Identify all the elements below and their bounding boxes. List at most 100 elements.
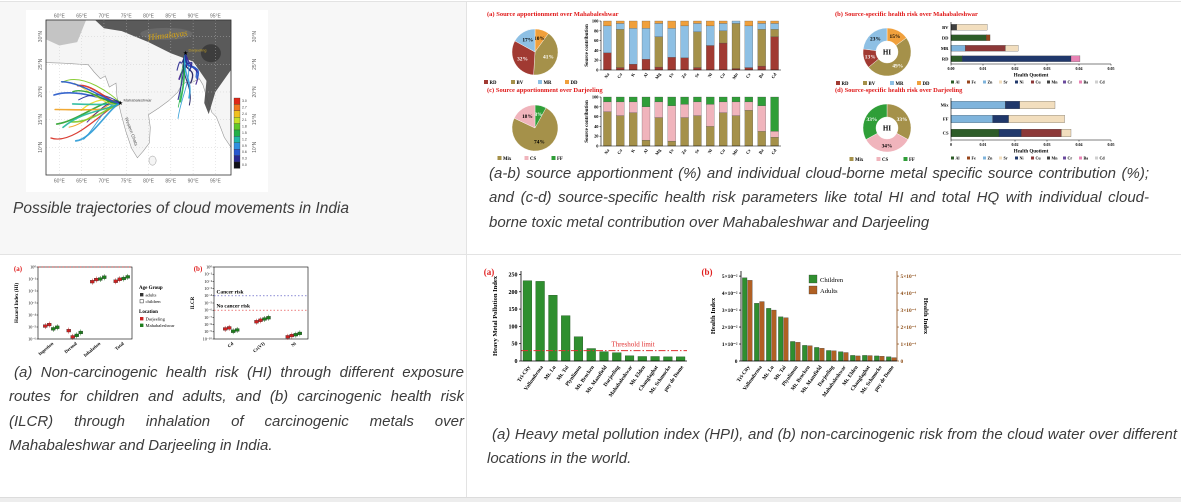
bar-segment <box>770 131 779 138</box>
x-tick-label: 0.03 <box>1044 66 1051 71</box>
legend-label: Zn <box>988 79 994 84</box>
table-top-border <box>0 1 1181 2</box>
colorbar-segment <box>233 149 241 156</box>
legend-label: FF <box>909 158 915 162</box>
data-point <box>51 327 56 331</box>
y-tick-label-right: 1×10⁻⁴ <box>901 342 917 348</box>
himalaya-terrain <box>95 20 231 115</box>
bar-segment <box>950 34 987 41</box>
legend-swatch <box>1047 80 1050 84</box>
bar-segment <box>629 20 638 29</box>
bar-segment <box>616 96 625 103</box>
lat-tick-label: 15°N <box>252 114 258 126</box>
x-tick-label: Cu <box>719 72 726 80</box>
bar-segment <box>616 115 625 147</box>
bar <box>573 336 584 362</box>
y-tick-label: 4×10⁻² <box>722 291 738 297</box>
bar-segment <box>629 28 638 65</box>
bar-segment <box>950 55 963 62</box>
bar-segment <box>616 101 625 116</box>
legend-swatch <box>140 293 144 297</box>
x-tick-label: 0.05 <box>1108 66 1115 71</box>
figure-cell-hpi: (a) 0 50 100 150 200 250 Heavy Metal Pollution … <box>467 255 1181 497</box>
donut-center-label: HI <box>883 124 891 132</box>
bar-segment <box>950 129 1000 137</box>
legend-label: BV <box>517 81 524 86</box>
bar-segment <box>654 101 663 118</box>
x-tick-label: Fe <box>668 72 675 79</box>
legend-swatch <box>876 157 881 161</box>
bar-segment <box>693 20 702 24</box>
x-tick-label: Ba <box>758 147 765 155</box>
pie-label: 10% <box>534 36 545 42</box>
legend-swatch <box>551 156 556 160</box>
annotation: Cancer risk <box>217 289 244 295</box>
legend-label: Adults <box>820 288 838 295</box>
pie-slice <box>862 103 888 140</box>
colorbar-segment <box>233 97 241 105</box>
colorbar-segment <box>233 142 241 150</box>
y-tick-label: 10⁻⁸ <box>204 322 212 327</box>
y-tick-label: 10⁻¹ <box>28 276 36 281</box>
bar-segment <box>744 101 753 111</box>
bar-segment <box>680 104 689 118</box>
legend-swatch <box>140 323 144 327</box>
legend-swatch <box>951 80 954 84</box>
legend-label: RD <box>842 82 849 87</box>
colorbar-segment <box>233 110 241 118</box>
cloud-trajectory-map-figure: ★Mahabaleshwar★DarjeelingHimalayasWester… <box>26 10 268 192</box>
y-tick-label: 100 <box>592 19 599 24</box>
bar-segment <box>1061 129 1072 137</box>
colorbar-label: 2.4 <box>242 112 247 116</box>
y-tick-label: 10⁻² <box>28 288 36 293</box>
x-tick-label: Na <box>603 147 610 155</box>
x-tick-label: Zn <box>680 148 687 156</box>
y-tick-label: 100 <box>509 324 518 330</box>
colorbar-segment <box>233 129 241 137</box>
bar <box>819 348 825 362</box>
legend-label: RD <box>490 81 497 86</box>
caption-source-apportionment: (a-b) source apportionment (%) and indiv… <box>489 165 1149 231</box>
x-tick-label: 0 <box>950 142 952 147</box>
bar-segment <box>706 104 715 127</box>
x-axis-label: Health Quotient <box>1014 74 1049 79</box>
bar-segment <box>706 25 715 46</box>
bar-segment <box>950 115 993 123</box>
y-tick-label: 10⁻⁹ <box>204 329 212 334</box>
data-point <box>285 335 290 339</box>
bar <box>838 351 844 362</box>
data-point <box>94 277 99 282</box>
y-tick-label: 0 <box>515 359 518 365</box>
y-tick-label: 10⁻⁶ <box>28 336 36 341</box>
trajectory-east <box>184 52 193 72</box>
x-tick-label: Mn <box>731 72 739 81</box>
legend-label: Mn <box>1052 155 1059 160</box>
x-tick-label: 0.04 <box>1076 66 1083 71</box>
pie-label: 34% <box>882 143 893 149</box>
bar-segment <box>654 96 663 103</box>
bar-segment <box>693 96 702 103</box>
y-tick-label: 10⁻³ <box>28 300 36 305</box>
legend-label: Cd <box>1100 79 1106 84</box>
caption-hpi: (a) Heavy metal pollution index (HPI), a… <box>487 426 1177 468</box>
bar-segment <box>706 96 715 105</box>
bar-segment <box>719 23 728 31</box>
y-tick-label: 10⁻¹⁰ <box>203 336 213 341</box>
legend-swatch <box>863 81 867 85</box>
legend-label: CS <box>882 158 888 162</box>
y-axis-label-left: Health Index <box>710 297 717 334</box>
bar-segment <box>603 20 612 27</box>
pie-label: 41% <box>543 55 554 61</box>
data-point <box>43 324 48 328</box>
legend-label: Ba <box>1084 79 1089 84</box>
legend-label: DD <box>571 81 578 86</box>
bar-segment <box>616 29 625 68</box>
x-tick-label: Mg <box>654 147 662 156</box>
figure-cell-health-risk: (a) 10⁰ 10⁻¹ 10⁻² 10⁻³ 10⁻⁴ 10⁻⁵ 10⁻⁶ Hazard Ind… <box>0 255 467 497</box>
x-tick-label: Sr <box>694 72 701 78</box>
y-tick-label: 20 <box>594 58 599 63</box>
terrain-shade <box>140 27 193 40</box>
caption-health-risk: (a) Non-carcinogenic health risk (HI) th… <box>9 364 464 454</box>
legend-label: FF <box>557 157 563 162</box>
legend-label: Al <box>956 155 961 160</box>
